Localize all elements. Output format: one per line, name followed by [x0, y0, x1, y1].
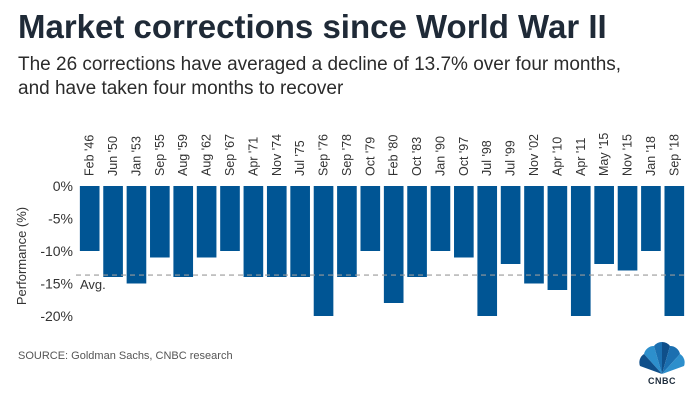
bar	[383, 186, 404, 303]
chart-subtitle: The 26 corrections have averaged a decli…	[18, 53, 678, 101]
x-tick-label: Jul '75	[293, 140, 307, 176]
bar	[500, 186, 521, 264]
chart-title: Market corrections since World War II	[18, 8, 607, 45]
x-tick-label: Aug '59	[176, 134, 190, 176]
bar	[570, 186, 591, 316]
average-label: Avg.	[80, 277, 106, 292]
x-tick-label: Apr '71	[246, 137, 260, 176]
subtitle-line-1: The 26 corrections have averaged a decli…	[18, 54, 622, 75]
x-tick-label: Aug '62	[200, 134, 214, 176]
y-tick-label: -15%	[40, 276, 73, 292]
peacock-icon	[639, 342, 685, 374]
x-tick-label: Jan '18	[644, 136, 658, 176]
x-tick-label: Feb '46	[83, 135, 97, 176]
x-tick-label: Feb '80	[387, 135, 401, 176]
bar	[290, 186, 310, 277]
bar	[594, 186, 614, 264]
x-tick-label: Oct '97	[457, 137, 471, 176]
bar	[407, 186, 427, 277]
x-tick-label: Nov '02	[527, 134, 541, 176]
subtitle-line-2: and have taken four months to recover	[18, 78, 344, 99]
bar	[173, 186, 194, 277]
bar	[313, 186, 334, 316]
bar	[454, 186, 474, 258]
y-tick-label: -20%	[40, 308, 73, 324]
bar	[126, 186, 147, 284]
x-tick-label: Sep '55	[153, 134, 167, 176]
bar	[243, 186, 264, 277]
x-tick-label: Apr '11	[574, 138, 588, 176]
logo-wordmark: CNBC	[648, 376, 676, 386]
x-tick-label: Apr '10	[550, 137, 564, 176]
bar	[150, 186, 170, 258]
bar	[617, 186, 638, 271]
x-tick-label: May '15	[597, 133, 611, 176]
bar	[196, 186, 217, 258]
x-tick-label: Jul '98	[480, 140, 494, 176]
bar	[641, 186, 661, 251]
source-note: SOURCE: Goldman Sachs, CNBC research	[18, 350, 233, 362]
bar	[430, 186, 451, 251]
bar	[524, 186, 544, 284]
x-tick-label: Sep '76	[317, 134, 331, 176]
x-tick-label: Nov '15	[621, 134, 635, 176]
bar	[79, 186, 100, 251]
x-tick-label: Oct '83	[410, 137, 424, 176]
x-tick-label: Jan '90	[433, 136, 447, 176]
x-tick-label: Oct '79	[363, 137, 377, 176]
y-axis-label: Performance (%)	[14, 207, 29, 305]
x-tick-label: Sep '67	[223, 134, 237, 176]
bar	[337, 186, 357, 277]
bar	[103, 186, 123, 277]
bar	[220, 186, 240, 251]
y-tick-label: 0%	[53, 178, 73, 194]
x-tick-label: Sep '18	[667, 134, 681, 176]
bar	[547, 186, 568, 290]
bar	[360, 186, 381, 251]
x-tick-label: Sep '78	[340, 134, 354, 176]
bar	[664, 186, 685, 316]
cnbc-logo: CNBC	[636, 340, 688, 390]
bar	[266, 186, 287, 277]
y-tick-label: -5%	[48, 211, 73, 227]
x-tick-label: Jul '99	[504, 140, 518, 176]
x-tick-label: Jun '50	[106, 136, 120, 176]
x-tick-label: Nov '74	[270, 134, 284, 176]
x-tick-label: Jan '53	[129, 136, 143, 176]
bar	[477, 186, 498, 316]
y-tick-label: -10%	[40, 243, 73, 259]
